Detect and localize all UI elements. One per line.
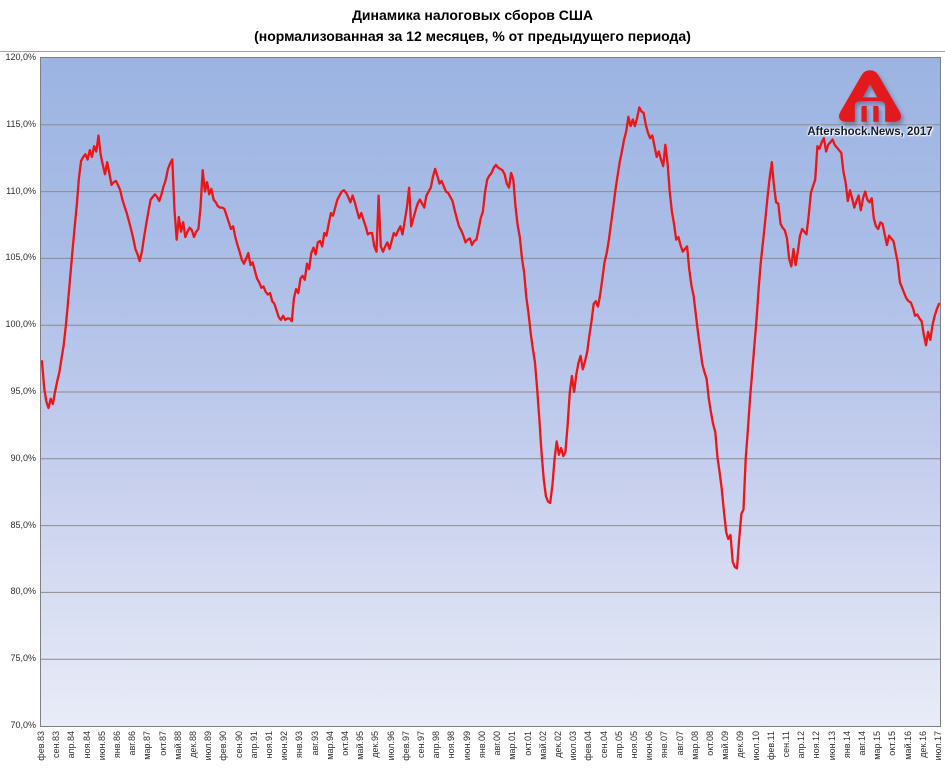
y-tick-label: 100,0%	[5, 319, 36, 330]
x-tick-label: авг.14	[856, 731, 867, 756]
x-tick-label: июн.13	[826, 731, 837, 761]
x-tick-label: июн.92	[279, 731, 290, 761]
y-tick-label: 85,0%	[10, 519, 36, 530]
x-tick-label: авг.00	[492, 731, 503, 756]
x-tick-label: мар.01	[507, 731, 518, 760]
x-tick-label: май.16	[902, 731, 913, 760]
y-tick-label: 80,0%	[10, 586, 36, 597]
y-tick-label: 115,0%	[6, 118, 36, 129]
x-tick-label: окт.94	[340, 731, 351, 756]
x-tick-label: дек.09	[735, 731, 746, 758]
watermark: Aftershock.News, 2017	[804, 68, 936, 138]
x-tick-label: май.95	[355, 731, 366, 760]
x-tick-label: июл.96	[385, 731, 396, 761]
x-tick-label: авг.86	[127, 731, 138, 756]
x-tick-label: янв.86	[112, 731, 123, 759]
y-tick-label: 90,0%	[10, 452, 36, 463]
x-tick-label: июл.17	[933, 731, 943, 761]
x-tick-label: мар.94	[324, 731, 335, 760]
x-tick-label: окт.87	[157, 731, 168, 756]
y-tick-label: 75,0%	[10, 653, 36, 664]
x-tick-label: мар.08	[689, 731, 700, 760]
x-tick-label: сен.90	[233, 731, 244, 758]
x-tick-label: апр.98	[431, 731, 442, 759]
x-tick-label: дек.88	[188, 731, 199, 758]
x-tick-label: июл.89	[203, 731, 214, 761]
x-tick-label: янв.00	[476, 731, 487, 759]
x-tick-label: фев.04	[583, 731, 594, 761]
y-tick-label: 95,0%	[10, 386, 36, 396]
x-tick-label: ноя.12	[811, 731, 822, 759]
y-tick-label: 120,0%	[5, 52, 36, 62]
y-tick-label: 110,0%	[6, 185, 36, 196]
x-tick-label: сен.83	[51, 731, 62, 758]
x-tick-label: апр.84	[66, 731, 77, 759]
x-tick-label: июл.03	[568, 731, 579, 761]
x-tick-label: сен.04	[598, 731, 609, 758]
x-tick-label: дек.95	[370, 731, 381, 758]
x-tick-label: апр.05	[613, 731, 624, 759]
x-tick-label: фев.83	[36, 731, 46, 761]
chart-subtitle: (нормализованная за 12 месяцев, % от пре…	[254, 28, 691, 44]
chart-title: Динамика налоговых сборов США	[351, 7, 594, 23]
x-tick-label: май.09	[720, 731, 731, 760]
x-tick-label: авг.07	[674, 731, 685, 756]
y-tick-label: 105,0%	[5, 252, 36, 263]
x-tick-label: янв.93	[294, 731, 305, 759]
title-divider	[0, 51, 945, 52]
x-tick-label: апр.12	[796, 731, 807, 759]
data-series-line	[41, 106, 940, 570]
x-tick-label: янв.14	[841, 731, 852, 759]
x-tick-label: мар.15	[872, 731, 883, 760]
x-tick-label: июл.10	[750, 731, 761, 761]
x-tick-label: ноя.91	[264, 731, 275, 759]
x-tick-label: окт.15	[887, 731, 898, 756]
x-tick-label: сен.11	[780, 731, 791, 758]
aftershock-volcano-logo-icon	[838, 70, 902, 122]
x-tick-label: ноя.84	[81, 731, 92, 759]
x-tick-label: июн.06	[644, 731, 655, 761]
x-tick-label: сен.97	[416, 731, 427, 758]
x-tick-label: дек.02	[552, 731, 563, 758]
x-tick-label: фев.97	[400, 731, 411, 761]
x-tick-label: ноя.98	[446, 731, 457, 759]
x-tick-label: май.02	[537, 731, 548, 760]
x-tick-label: мар.87	[142, 731, 153, 760]
x-tick-label: июн.99	[461, 731, 472, 761]
x-tick-label: окт.01	[522, 731, 533, 756]
x-tick-label: июн.85	[96, 731, 107, 761]
y-tick-label: 70,0%	[10, 720, 36, 730]
x-tick-label: янв.07	[659, 731, 670, 759]
x-tick-label: окт.08	[704, 731, 715, 756]
x-tick-label: дек.16	[917, 731, 928, 758]
tax-series-line-chart	[41, 106, 940, 660]
plot-area: Aftershock.News, 2017	[40, 57, 941, 727]
x-tick-label: май.88	[172, 731, 183, 760]
watermark-text: Aftershock.News, 2017	[807, 126, 933, 138]
x-tick-label: фев.11	[765, 731, 776, 761]
x-tick-label: фев.90	[218, 731, 229, 761]
x-tick-label: апр.91	[248, 731, 259, 759]
x-tick-label: авг.93	[309, 731, 320, 756]
x-tick-label: ноя.05	[628, 731, 639, 759]
